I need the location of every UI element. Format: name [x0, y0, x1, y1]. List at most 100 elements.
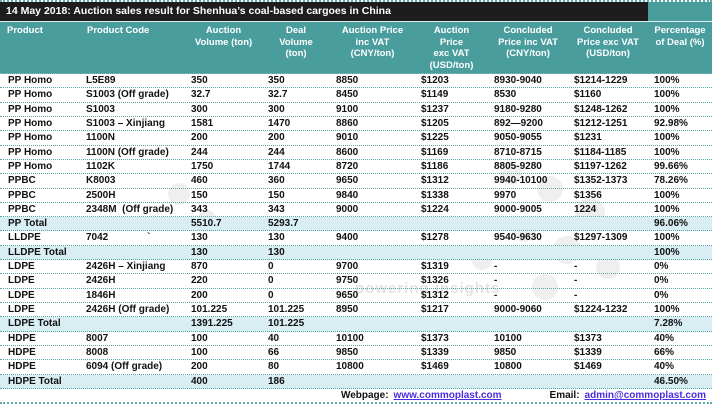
- total-row: PP Total 5510.7 5293.7 96.06%: [0, 217, 712, 232]
- table-cell: [80, 375, 185, 388]
- table-cell: K8003: [86, 175, 116, 187]
- table-cell: 343: [191, 203, 208, 215]
- table-cell: 96.06%: [654, 218, 688, 230]
- table-cell: 220: [191, 275, 208, 287]
- table-cell: L5E89: [86, 75, 116, 86]
- table-cell: 46.50%: [654, 375, 688, 387]
- table-row: LLDPE 7042 ` 130 130 9400 $1278 9540-9630 $1297…: [0, 231, 712, 246]
- table-cell: 186: [268, 375, 285, 387]
- table-cell: $1326: [421, 275, 449, 287]
- table-cell: [80, 246, 185, 259]
- table-cell: 8450: [336, 89, 359, 101]
- table-cell: [488, 246, 568, 259]
- table-cell: $1339: [574, 346, 602, 358]
- table-cell: [568, 217, 648, 230]
- table-cell: 1750: [191, 160, 214, 172]
- table-row: PP Homo 1100N (Off grade) 244 244 8600 $1169 8…: [0, 146, 712, 160]
- total-row: LLDPE Total 130 130 100%: [0, 245, 712, 261]
- table-cell: S1003 (Off grade): [86, 89, 169, 101]
- table-cell: $1278: [421, 232, 449, 244]
- table-cell: $1237: [421, 103, 449, 115]
- table-cell: 350: [268, 75, 285, 86]
- table-row: PP Homo 1102K 1750 1744 8720 $1186 8805-9280 $1…: [0, 160, 712, 175]
- table-cell: PP Homo: [8, 103, 53, 115]
- table-cell: $1184-1185: [574, 146, 627, 158]
- table-cell: 32.7: [268, 89, 288, 101]
- table-cell: 9400: [336, 232, 359, 244]
- table-cell: 130: [191, 232, 208, 244]
- table-cell: 8850: [336, 75, 359, 86]
- table-cell: 10800: [336, 361, 364, 373]
- table-cell: $1160: [574, 89, 602, 101]
- table-cell: $1338: [421, 189, 449, 201]
- table-cell: $1231: [574, 132, 602, 144]
- table-cell: 99.66%: [654, 160, 688, 172]
- table-cell: [330, 246, 415, 259]
- table-cell: $1356: [574, 189, 602, 201]
- table-cell: 80: [268, 361, 280, 373]
- table-cell: 1391.225: [191, 318, 233, 330]
- table-cell: 8950: [336, 304, 359, 315]
- table-cell: [330, 217, 415, 230]
- table-cell: 343: [268, 203, 285, 215]
- table-cell: 350: [191, 75, 208, 86]
- table-cell: 100%: [654, 203, 680, 215]
- table-cell: 100%: [654, 89, 680, 101]
- table-cell: 0%: [654, 261, 669, 273]
- table-cell: LLDPE Total: [8, 246, 67, 258]
- table-cell: 8600: [336, 146, 359, 158]
- table-cell: 200: [191, 132, 208, 144]
- table-cell: 40%: [654, 332, 675, 344]
- table-cell: 9010: [336, 132, 359, 144]
- table-cell: 0%: [654, 275, 669, 287]
- email-label: Email:: [549, 390, 580, 402]
- table-cell: 8930-9040: [494, 75, 542, 86]
- table-cell: $1224: [421, 203, 449, 215]
- table-cell: 244: [191, 146, 208, 158]
- table-cell: $1214-1229: [574, 75, 628, 86]
- table-cell: 9000-9060: [494, 304, 542, 315]
- table-row: LDPE 1846H 200 0 9650 $1312 - - 0%: [0, 289, 712, 303]
- email-link[interactable]: admin@commoplast.com: [584, 390, 706, 402]
- table-cell: LDPE: [8, 261, 35, 273]
- table-cell: 92.98%: [654, 117, 688, 129]
- table-cell: [568, 246, 648, 259]
- table-cell: $1149: [421, 89, 449, 101]
- table-cell: 78.26%: [654, 175, 688, 187]
- table-cell: 10100: [494, 332, 522, 344]
- table-cell: -: [574, 289, 578, 301]
- table-cell: 10100: [336, 332, 364, 344]
- table-cell: HDPE: [8, 361, 36, 373]
- table-cell: 0: [268, 275, 274, 287]
- table-cell: 100%: [654, 146, 680, 158]
- table-cell: LDPE: [8, 304, 35, 315]
- table-cell: 0: [268, 261, 274, 273]
- table-cell: 244: [268, 146, 285, 158]
- table-cell: $1212-1251: [574, 117, 628, 129]
- table-cell: $1469: [421, 361, 449, 373]
- table-body: PP Homo L5E89 350 350 8850 $1203 8930-9040 $121…: [0, 74, 712, 389]
- table-cell: 9050-9055: [494, 132, 542, 144]
- table-cell: 101.225: [191, 304, 228, 315]
- column-header: Concluded Price inc VAT (CNY/ton): [498, 25, 558, 59]
- column-header: Auction Volume (ton): [194, 25, 253, 48]
- total-row: LDPE Total 1391.225 101.225 7.28%: [0, 317, 712, 332]
- table-cell: 2426H – Xinjiang: [86, 261, 166, 273]
- table-cell: $1205: [421, 117, 449, 129]
- table-cell: 892—9200: [494, 117, 543, 129]
- table-cell: 130: [268, 232, 285, 244]
- table-cell: -: [494, 261, 498, 273]
- table-cell: [80, 217, 185, 230]
- table-cell: $1225: [421, 132, 449, 144]
- table-cell: 9650: [336, 289, 359, 301]
- table-cell: $1217: [421, 304, 449, 315]
- table-cell: PP Homo: [8, 146, 53, 158]
- table-cell: PP Homo: [8, 160, 53, 172]
- table-cell: $1319: [421, 261, 449, 273]
- table-cell: 5293.7: [268, 218, 299, 230]
- table-cell: $1197-1262: [574, 160, 627, 172]
- table-cell: 130: [191, 246, 208, 258]
- table-cell: 100%: [654, 304, 680, 315]
- webpage-link[interactable]: www.commoplast.com: [393, 390, 502, 402]
